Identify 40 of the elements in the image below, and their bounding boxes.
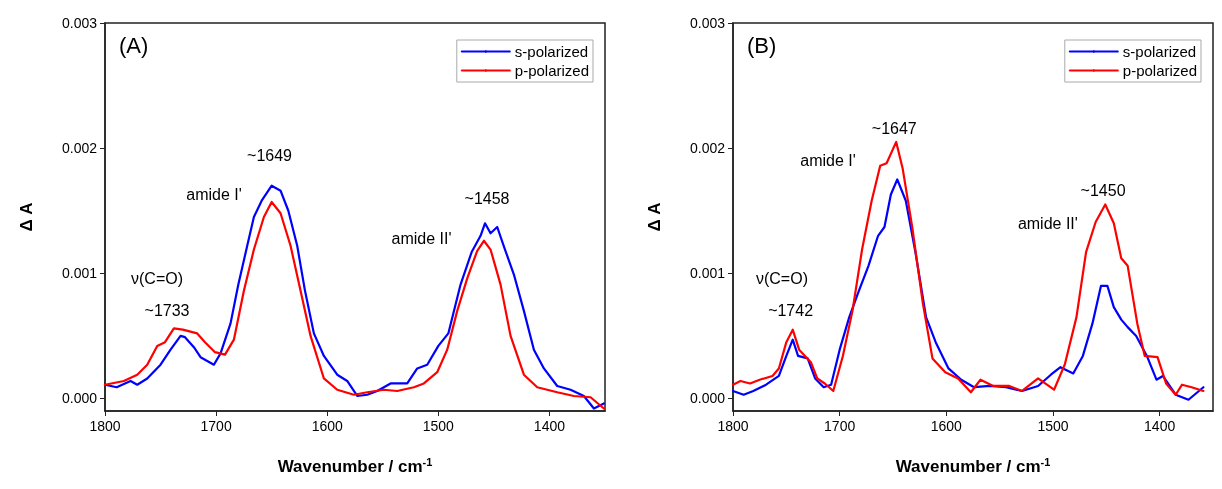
- x-tick-label: 1500: [422, 418, 455, 434]
- y-tick-label: 0.001: [61, 265, 98, 282]
- y-tick-label: 0.003: [61, 15, 98, 31]
- annotation: amide II': [391, 229, 452, 247]
- legend-label: p-polarized: [1122, 62, 1198, 79]
- x-tick-label: 1500: [1037, 418, 1069, 434]
- annotation: ~1458: [464, 189, 510, 207]
- legend-label: s-polarized: [1122, 43, 1197, 60]
- annotation: (B): [747, 32, 777, 58]
- x-tick-label: 1800: [717, 418, 749, 434]
- line-series: [731, 140, 1205, 396]
- annotation: ~1450: [1080, 182, 1126, 200]
- x-tick-label: 1400: [533, 418, 566, 434]
- x-tick-label: 1400: [1144, 418, 1176, 434]
- legend-label: s-polarized: [514, 43, 589, 60]
- annotation: ν(C=O): [131, 269, 183, 287]
- annotation: ~1733: [144, 302, 190, 320]
- y-tick-label: 0.001: [689, 265, 726, 282]
- y-tick-label: 0.000: [689, 390, 726, 407]
- annotation: (A): [119, 32, 149, 58]
- y-axis-title: Δ A: [17, 202, 36, 232]
- x-tick-label: 1800: [89, 418, 121, 434]
- annotation: ~1649: [247, 147, 293, 165]
- line-series: [731, 178, 1205, 401]
- x-tick-label: 1600: [311, 418, 343, 434]
- legend-label: p-polarized: [514, 62, 590, 79]
- y-tick-label: 0.000: [61, 390, 98, 407]
- annotation: ν(C=O): [755, 269, 808, 287]
- annotation: amide I': [800, 152, 856, 170]
- y-tick-label: 0.002: [689, 140, 726, 157]
- annotation: ~1742: [768, 302, 814, 320]
- x-tick-label: 1700: [200, 418, 232, 434]
- annotation: amide I': [186, 186, 242, 203]
- y-tick-label: 0.003: [689, 15, 726, 31]
- y-tick-label: 0.002: [61, 140, 98, 157]
- x-tick-label: 1700: [824, 418, 856, 434]
- y-axis-title: Δ A: [645, 202, 664, 232]
- x-tick-label: 1600: [930, 418, 963, 434]
- annotation: amide II': [1017, 214, 1078, 232]
- annotation: ~1647: [871, 119, 917, 137]
